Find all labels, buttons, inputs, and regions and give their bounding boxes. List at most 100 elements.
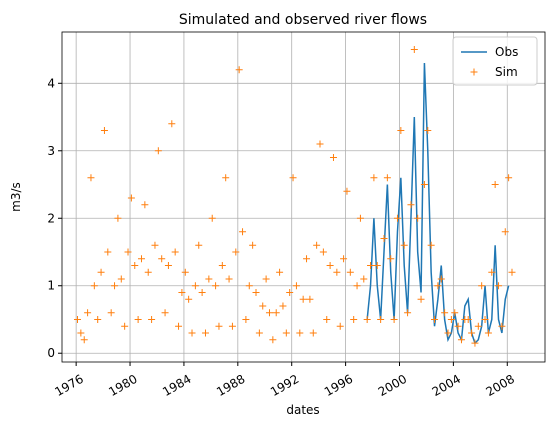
x-tick-label: 1980 bbox=[106, 372, 139, 399]
data-point bbox=[158, 255, 166, 263]
data-point bbox=[228, 322, 236, 330]
data-point bbox=[431, 315, 439, 323]
y-tick-label: 3 bbox=[47, 144, 55, 158]
data-point bbox=[201, 329, 209, 337]
data-point bbox=[286, 288, 294, 296]
data-point bbox=[117, 275, 125, 283]
data-point bbox=[225, 275, 233, 283]
data-point bbox=[370, 174, 378, 182]
legend-label: Sim bbox=[495, 65, 518, 79]
data-point bbox=[181, 268, 189, 276]
data-point bbox=[407, 201, 415, 209]
data-point bbox=[282, 329, 290, 337]
data-point bbox=[377, 315, 385, 323]
data-point bbox=[134, 315, 142, 323]
data-point bbox=[100, 127, 108, 135]
x-tick-label: 1988 bbox=[214, 372, 247, 399]
data-point bbox=[276, 268, 284, 276]
data-point bbox=[491, 181, 499, 189]
data-point bbox=[205, 275, 213, 283]
data-point bbox=[252, 288, 260, 296]
data-point bbox=[346, 268, 354, 276]
data-point bbox=[235, 66, 243, 74]
data-point bbox=[488, 268, 496, 276]
data-point bbox=[77, 329, 85, 337]
data-point bbox=[97, 268, 105, 276]
legend-label: Obs bbox=[495, 45, 518, 59]
data-point bbox=[468, 329, 476, 337]
data-point bbox=[316, 140, 324, 148]
data-point bbox=[198, 288, 206, 296]
data-point bbox=[104, 248, 112, 256]
data-point bbox=[457, 336, 465, 344]
data-point bbox=[387, 255, 395, 263]
data-point bbox=[400, 241, 408, 249]
data-point bbox=[437, 275, 445, 283]
data-point bbox=[471, 339, 479, 347]
legend-swatch bbox=[470, 68, 478, 76]
data-point bbox=[245, 282, 253, 290]
data-point bbox=[171, 248, 179, 256]
y-tick-label: 4 bbox=[47, 76, 55, 90]
y-tick-label: 2 bbox=[47, 211, 55, 225]
data-point bbox=[451, 309, 459, 317]
data-point bbox=[296, 329, 304, 337]
data-point bbox=[141, 201, 149, 209]
data-point bbox=[137, 255, 145, 263]
data-point bbox=[259, 302, 267, 310]
data-point bbox=[215, 322, 223, 330]
data-point bbox=[289, 174, 297, 182]
data-point bbox=[148, 315, 156, 323]
data-point bbox=[292, 282, 300, 290]
data-point bbox=[424, 127, 432, 135]
data-point bbox=[255, 329, 263, 337]
data-point bbox=[447, 315, 455, 323]
data-point bbox=[367, 261, 375, 269]
data-point bbox=[350, 315, 358, 323]
data-point bbox=[393, 214, 401, 222]
data-point bbox=[498, 322, 506, 330]
data-point bbox=[326, 261, 334, 269]
data-point bbox=[306, 295, 314, 303]
data-point bbox=[414, 214, 422, 222]
data-point bbox=[232, 248, 240, 256]
data-point bbox=[94, 315, 102, 323]
x-tick-label: 1992 bbox=[268, 372, 301, 399]
data-point bbox=[444, 329, 452, 337]
data-point bbox=[161, 309, 169, 317]
data-point bbox=[208, 214, 216, 222]
data-point bbox=[390, 315, 398, 323]
data-point bbox=[80, 336, 88, 344]
data-line bbox=[366, 63, 510, 345]
data-point bbox=[356, 214, 364, 222]
data-point bbox=[427, 241, 435, 249]
data-point bbox=[222, 174, 230, 182]
x-tick-label: 1984 bbox=[160, 372, 193, 399]
data-point bbox=[195, 241, 203, 249]
data-point bbox=[249, 241, 257, 249]
data-point bbox=[299, 295, 307, 303]
data-point bbox=[164, 261, 172, 269]
data-point bbox=[87, 174, 95, 182]
x-tick-label: 2004 bbox=[430, 372, 463, 399]
data-point bbox=[185, 295, 193, 303]
data-point bbox=[262, 275, 270, 283]
data-point bbox=[478, 282, 486, 290]
data-point bbox=[484, 329, 492, 337]
data-point bbox=[124, 248, 132, 256]
data-point bbox=[340, 255, 348, 263]
data-point bbox=[441, 309, 449, 317]
data-point bbox=[242, 315, 250, 323]
data-point bbox=[383, 174, 391, 182]
data-point bbox=[404, 309, 412, 317]
x-tick-label: 1996 bbox=[322, 372, 355, 399]
data-point bbox=[360, 275, 368, 283]
data-point bbox=[144, 268, 152, 276]
data-point bbox=[309, 329, 317, 337]
data-point bbox=[191, 282, 199, 290]
data-point bbox=[495, 282, 503, 290]
data-point bbox=[397, 127, 405, 135]
data-point bbox=[111, 282, 119, 290]
data-point bbox=[417, 295, 425, 303]
data-point bbox=[481, 315, 489, 323]
